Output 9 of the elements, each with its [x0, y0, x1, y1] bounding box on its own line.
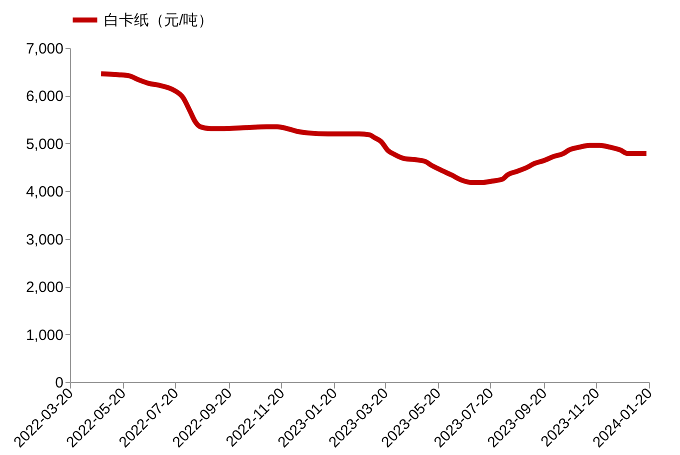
y-tick-label: 3,000 — [26, 231, 64, 248]
y-tick-label: 0 — [55, 374, 64, 392]
y-tick-label: 7,000 — [26, 40, 64, 58]
y-tick-label: 1,000 — [26, 326, 64, 344]
legend-label: 白卡纸（元/吨） — [104, 12, 214, 29]
y-tick-label: 6,000 — [26, 88, 64, 106]
y-tick-label: 4,000 — [26, 184, 64, 201]
y-tick-label: 2,000 — [26, 279, 64, 296]
y-tick-label: 5,000 — [26, 136, 64, 153]
